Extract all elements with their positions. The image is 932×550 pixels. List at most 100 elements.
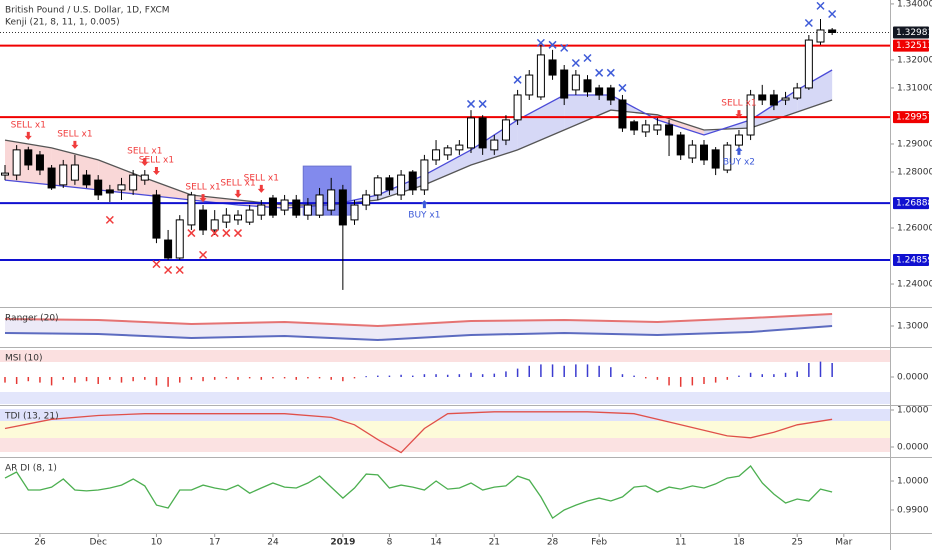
candle-body: [292, 199, 301, 216]
candle-body: [222, 214, 231, 223]
candle-body: [804, 39, 813, 89]
signal-mark: [164, 265, 173, 275]
bar: [342, 377, 344, 382]
bar: [645, 377, 647, 379]
tdi-middle-zone: [0, 421, 890, 438]
buy-arrow: [420, 200, 428, 209]
signal-mark: [187, 229, 196, 238]
bar: [749, 372, 752, 377]
candle-body: [490, 139, 499, 151]
bar: [225, 377, 228, 379]
candle-body: [35, 154, 44, 171]
bar: [610, 367, 612, 377]
sell-arrow: [24, 131, 32, 140]
signal-mark: [233, 229, 243, 238]
bar: [388, 375, 391, 377]
sell-arrow: [735, 110, 743, 119]
plot: [0, 1, 929, 537]
bar: [50, 377, 53, 386]
bar: [761, 374, 763, 377]
signal-mark: [618, 83, 627, 92]
bar: [85, 377, 88, 382]
bar: [691, 377, 694, 386]
y-tick-label: 1.3000: [897, 322, 929, 332]
candle-body: [268, 197, 277, 216]
bar: [831, 363, 833, 377]
candle-body: [595, 87, 604, 96]
y-tick-label: 1.24000: [897, 280, 932, 290]
bar: [179, 377, 181, 383]
candle-body: [12, 149, 21, 176]
y-tick-label: 1.31000: [897, 83, 932, 93]
bar: [668, 377, 670, 386]
candle-body: [828, 29, 837, 33]
candle-body: [606, 87, 615, 101]
candle-body: [373, 177, 382, 196]
bar: [120, 377, 123, 383]
buy-signal-label: BUY x1: [408, 211, 440, 221]
sell-signal-label: SELL x1: [11, 120, 46, 130]
candle-body: [408, 171, 417, 191]
bar: [213, 377, 216, 380]
y-tick-label: 1.0000: [897, 405, 929, 415]
x-tick-label: Mar: [835, 538, 852, 548]
bar: [505, 371, 507, 377]
x-tick-label: 24: [267, 538, 279, 548]
x-tick-label: Dec: [89, 538, 106, 548]
x-tick-label: 10: [151, 538, 163, 548]
signal-mark: [536, 38, 545, 47]
bar: [74, 377, 76, 383]
candle-body: [455, 144, 464, 151]
sell-signal-label: SELL x1: [185, 183, 220, 193]
candle-body: [350, 204, 359, 221]
y-tick-label: 1.26000: [897, 224, 932, 234]
candle-body: [711, 149, 720, 169]
signal-mark: [513, 75, 522, 84]
candle-body: [70, 164, 79, 181]
candle-body: [548, 59, 557, 76]
candle-body: [315, 194, 324, 216]
level-label: 1.24859: [896, 255, 932, 265]
bar: [27, 377, 30, 382]
y-tick-label: 0.9900: [897, 505, 929, 515]
signal-mark: [816, 1, 825, 10]
buy-signal-label: BUY x2: [723, 157, 755, 167]
bar: [295, 377, 297, 380]
bar: [784, 372, 787, 377]
bar: [575, 364, 577, 377]
signal-mark: [105, 215, 114, 224]
signal-mark: [152, 260, 161, 269]
x-tick-label: 26: [34, 538, 46, 548]
bar: [132, 377, 134, 382]
bar: [528, 365, 530, 377]
kenji-cloud: [797, 70, 833, 113]
candle-body: [781, 97, 790, 101]
x-tick-label: 2019: [330, 538, 355, 548]
candle-body: [175, 219, 184, 259]
candle-body: [723, 144, 732, 171]
x-tick-label: 14: [430, 538, 442, 548]
candle-body: [24, 149, 33, 166]
bar: [773, 374, 775, 377]
candle-body: [630, 121, 639, 131]
bar: [365, 376, 367, 378]
candle-body: [397, 174, 406, 196]
bar: [39, 377, 41, 383]
bar: [272, 377, 274, 379]
candle-body: [618, 99, 627, 129]
candle-body: [245, 209, 254, 223]
candle-body: [746, 94, 755, 136]
msi-lower-zone: [0, 392, 890, 404]
bar: [283, 377, 286, 379]
candle-body: [665, 124, 674, 136]
band-lower: [4, 325, 833, 342]
bar: [481, 374, 484, 377]
candle-body: [641, 124, 650, 133]
bar: [190, 377, 193, 380]
panel-title: Ranger (20): [5, 314, 59, 324]
candle-body: [59, 164, 68, 186]
candle-body: [467, 117, 475, 149]
bar: [598, 365, 600, 377]
candle-body: [1, 172, 9, 176]
candle-body: [338, 189, 347, 226]
